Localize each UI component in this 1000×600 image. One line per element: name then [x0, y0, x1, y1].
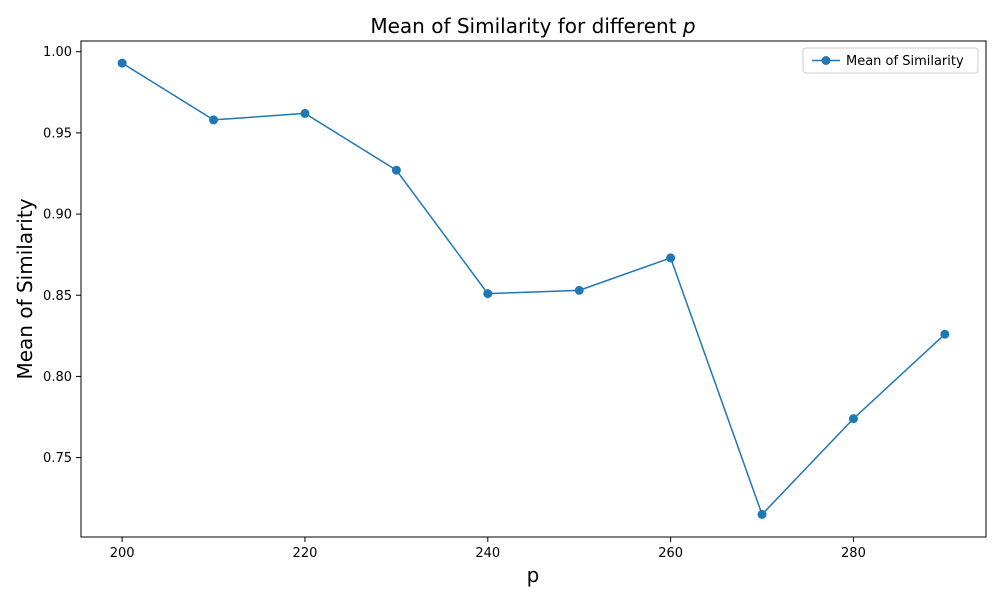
legend-label: Mean of Similarity: [846, 54, 964, 69]
y-tick-label: 0.80: [43, 370, 72, 385]
legend-marker: [822, 56, 831, 65]
chart-title-variable: p: [682, 14, 696, 38]
y-axis-label: Mean of Similarity: [13, 198, 37, 379]
data-point: [209, 115, 218, 124]
y-tick-label: 0.95: [43, 126, 72, 141]
data-point: [392, 166, 401, 175]
data-point: [940, 330, 949, 339]
y-tick-label: 0.85: [43, 289, 72, 304]
x-tick-label: 260: [658, 546, 683, 561]
data-point: [849, 414, 858, 423]
x-axis-label: p: [527, 563, 540, 587]
y-tick-label: 1.00: [43, 45, 72, 60]
x-tick-label: 220: [293, 546, 318, 561]
data-point: [483, 289, 492, 298]
data-point: [575, 286, 584, 295]
data-point: [666, 253, 675, 262]
chart-title-text: Mean of Similarity for different: [370, 14, 676, 38]
y-tick-label: 0.75: [43, 451, 72, 466]
data-point: [758, 510, 767, 519]
data-point: [300, 109, 309, 118]
x-tick-label: 240: [475, 546, 500, 561]
y-tick-label: 0.90: [43, 208, 72, 223]
data-point: [118, 59, 127, 68]
x-tick-label: 280: [841, 546, 866, 561]
x-tick-label: 200: [110, 546, 135, 561]
chart-title: Mean of Similarity for different p: [370, 14, 695, 38]
legend: Mean of Similarity: [803, 48, 978, 73]
